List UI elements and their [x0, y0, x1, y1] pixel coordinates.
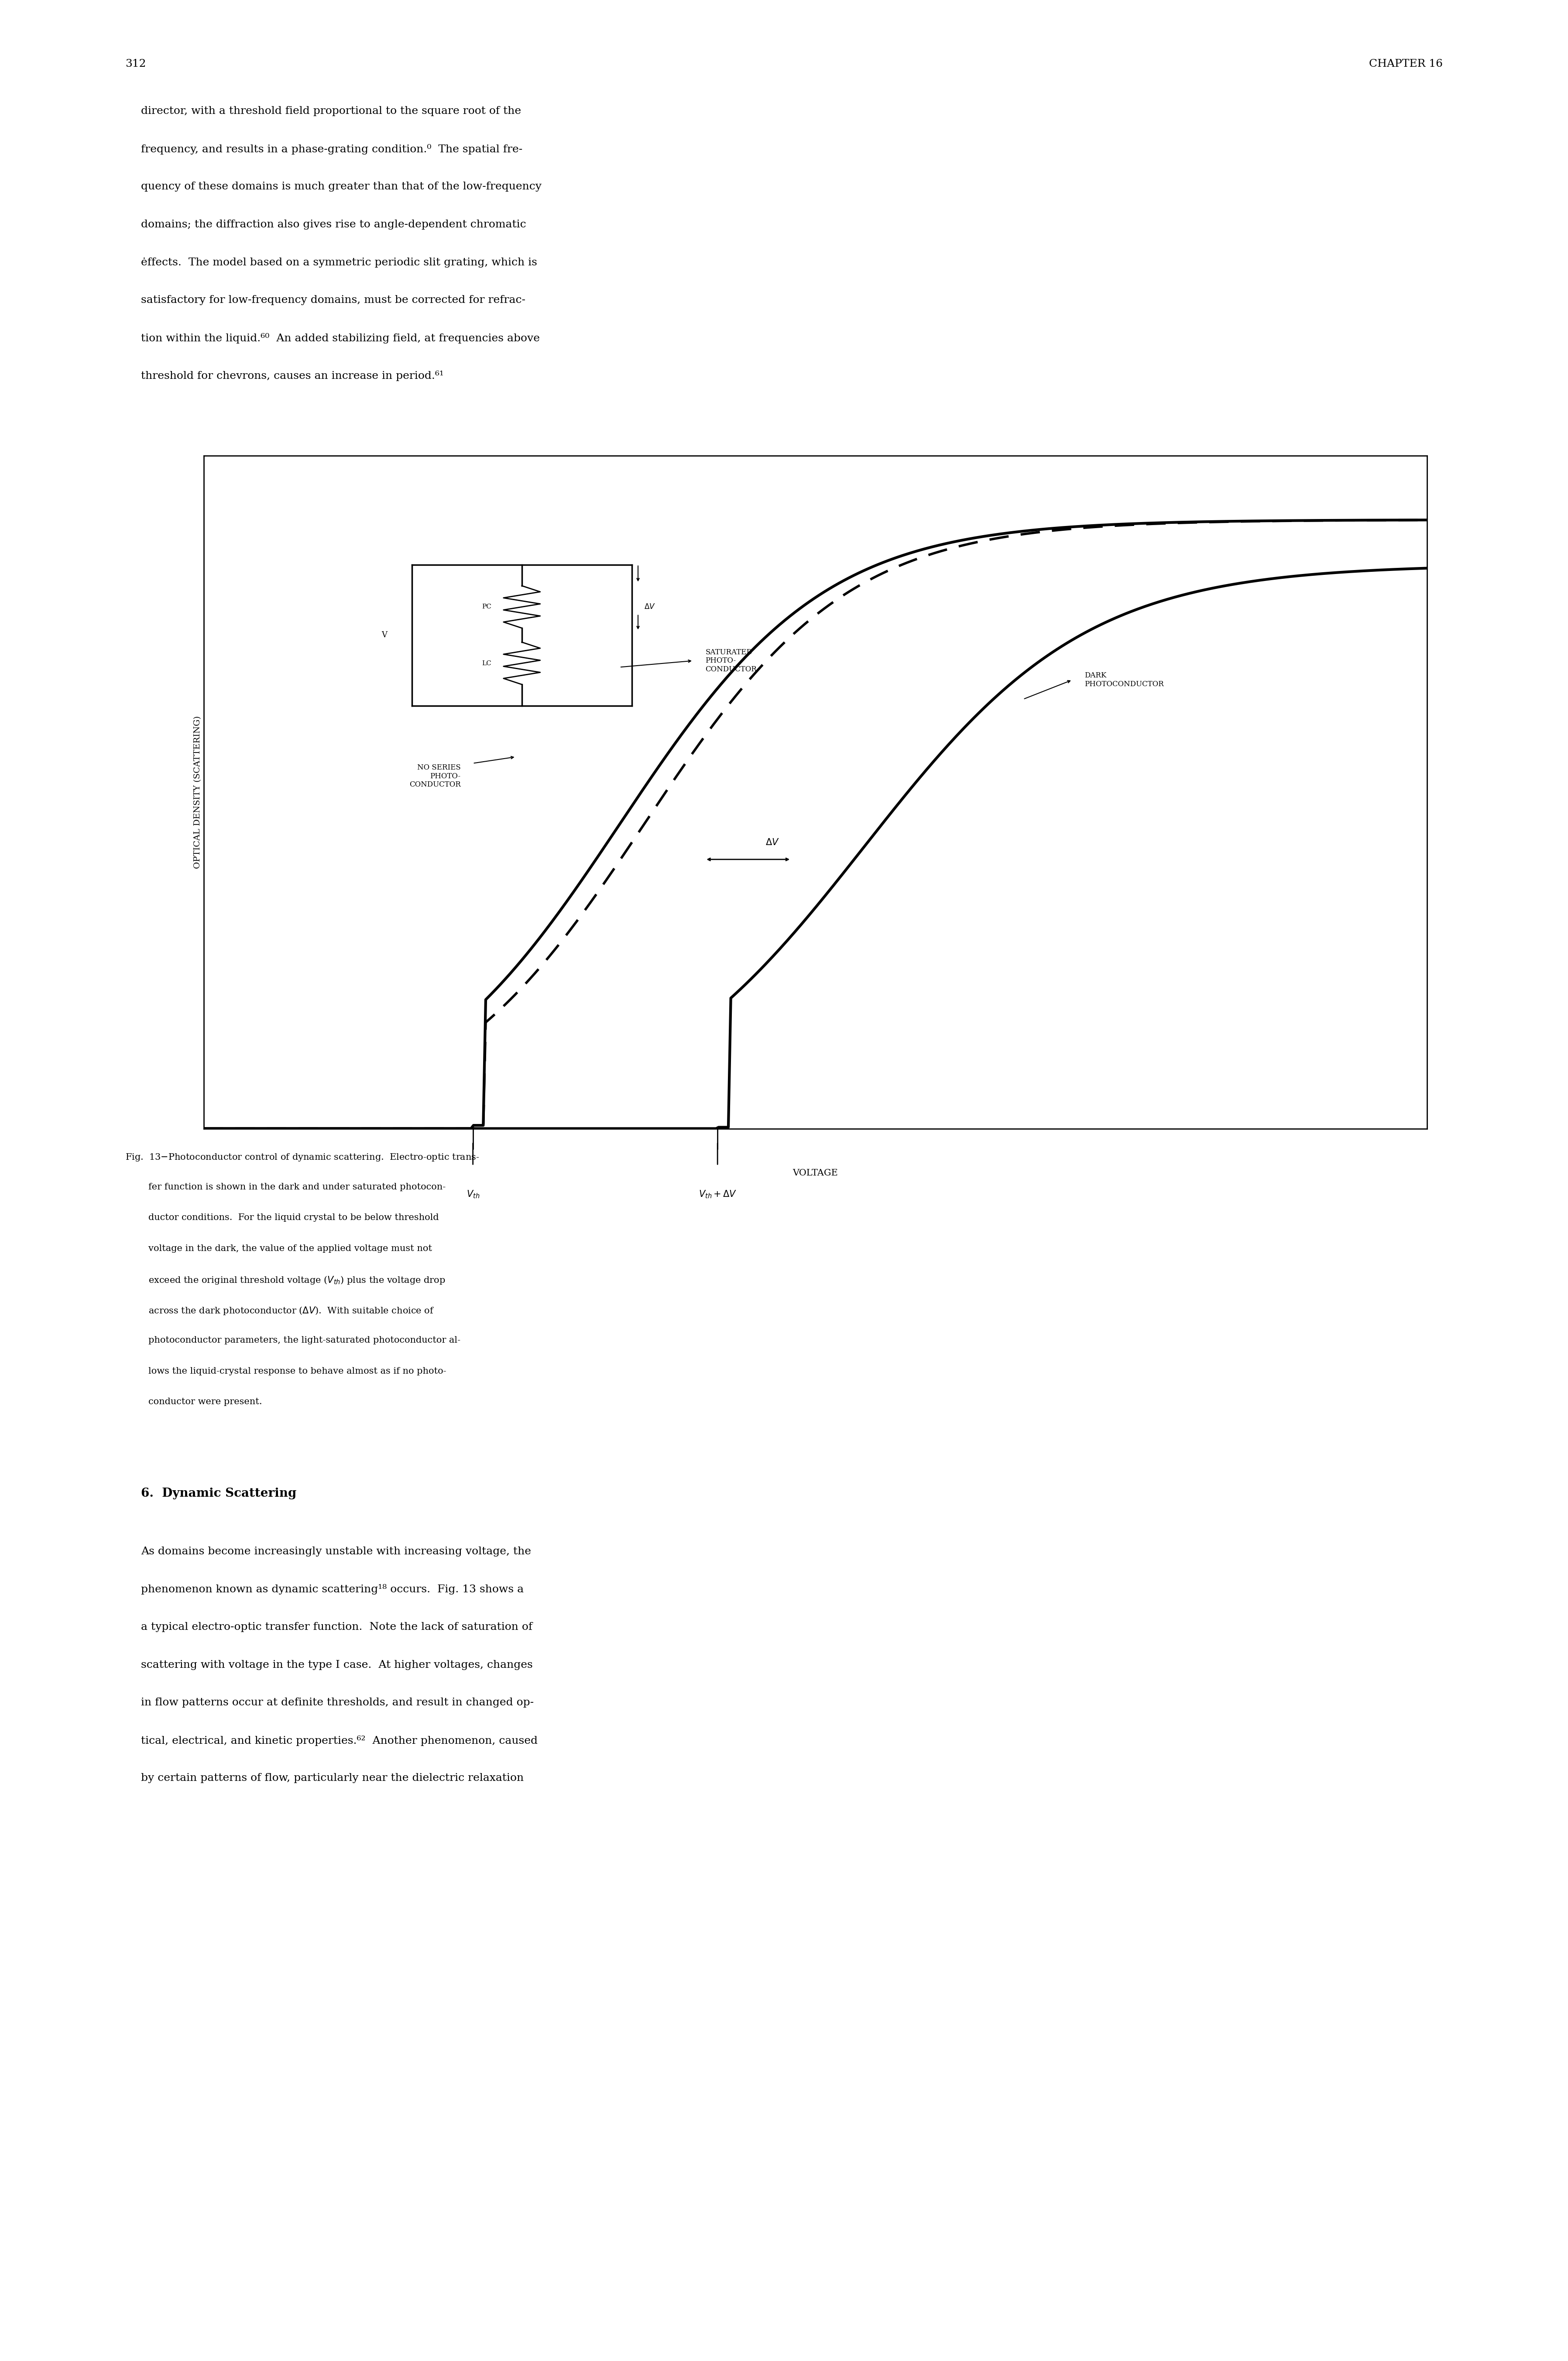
- Text: by certain patterns of flow, particularly near the dielectric relaxation: by certain patterns of flow, particularl…: [141, 1773, 524, 1783]
- Text: a typical electro-optic transfer function.  Note the lack of saturation of: a typical electro-optic transfer functio…: [141, 1622, 533, 1631]
- Text: ductor conditions.  For the liquid crystal to be below threshold: ductor conditions. For the liquid crysta…: [125, 1214, 439, 1223]
- Text: frequency, and results in a phase-grating condition.⁰  The spatial fre-: frequency, and results in a phase-gratin…: [141, 144, 522, 153]
- Text: lows the liquid-crystal response to behave almost as if no photo-: lows the liquid-crystal response to beha…: [125, 1367, 447, 1376]
- Text: phenomenon known as dynamic scattering¹⁸ occurs.  Fig. 13 shows a: phenomenon known as dynamic scattering¹⁸…: [141, 1584, 524, 1594]
- Text: photoconductor parameters, the light-saturated photoconductor al-: photoconductor parameters, the light-sat…: [125, 1336, 461, 1346]
- Text: $\Delta V$: $\Delta V$: [765, 838, 779, 848]
- Text: CHAPTER 16: CHAPTER 16: [1369, 59, 1443, 68]
- Text: exceed the original threshold voltage ($V_{th}$) plus the voltage drop: exceed the original threshold voltage ($…: [125, 1275, 445, 1284]
- Text: $V_{th}$: $V_{th}$: [466, 1190, 480, 1199]
- Text: 312: 312: [125, 59, 146, 68]
- Text: 6.  Dynamic Scattering: 6. Dynamic Scattering: [141, 1487, 296, 1499]
- Text: satisfactory for low-frequency domains, must be corrected for refrac-: satisfactory for low-frequency domains, …: [141, 295, 525, 305]
- Text: scattering with voltage in the type I case.  At higher voltages, changes: scattering with voltage in the type I ca…: [141, 1660, 533, 1669]
- Text: V: V: [381, 630, 387, 640]
- Text: tical, electrical, and kinetic properties.⁶²  Another phenomenon, caused: tical, electrical, and kinetic propertie…: [141, 1735, 538, 1745]
- Text: VOLTAGE: VOLTAGE: [793, 1169, 837, 1178]
- Text: quency of these domains is much greater than that of the low-frequency: quency of these domains is much greater …: [141, 182, 541, 191]
- Text: PC: PC: [481, 604, 491, 609]
- Text: voltage in the dark, the value of the applied voltage must not: voltage in the dark, the value of the ap…: [125, 1244, 433, 1254]
- Text: As domains become increasingly unstable with increasing voltage, the: As domains become increasingly unstable …: [141, 1546, 532, 1556]
- Text: domains; the diffraction also gives rise to angle-dependent chromatic: domains; the diffraction also gives rise…: [141, 220, 527, 229]
- Text: LC: LC: [481, 661, 491, 666]
- Text: $V_{th}+\Delta V$: $V_{th}+\Delta V$: [698, 1190, 737, 1199]
- Text: ėffects.  The model based on a symmetric periodic slit grating, which is: ėffects. The model based on a symmetric …: [141, 257, 538, 267]
- Text: Fig.  13$-$Photoconductor control of dynamic scattering.  Electro-optic trans-: Fig. 13$-$Photoconductor control of dyna…: [125, 1152, 480, 1162]
- Text: threshold for chevrons, causes an increase in period.⁶¹: threshold for chevrons, causes an increa…: [141, 371, 444, 380]
- Text: SATURATED
PHOTO-
CONDUCTOR: SATURATED PHOTO- CONDUCTOR: [706, 649, 757, 673]
- Text: NO SERIES
PHOTO-
CONDUCTOR: NO SERIES PHOTO- CONDUCTOR: [409, 765, 461, 789]
- Text: director, with a threshold field proportional to the square root of the: director, with a threshold field proport…: [141, 106, 521, 116]
- Text: tion within the liquid.⁶⁰  An added stabilizing field, at frequencies above: tion within the liquid.⁶⁰ An added stabi…: [141, 333, 539, 342]
- Text: fer function is shown in the dark and under saturated photocon-: fer function is shown in the dark and un…: [125, 1183, 445, 1192]
- Text: in flow patterns occur at definite thresholds, and result in changed op-: in flow patterns occur at definite thres…: [141, 1698, 535, 1707]
- Text: conductor were present.: conductor were present.: [125, 1398, 262, 1407]
- Text: across the dark photoconductor ($\Delta V$).  With suitable choice of: across the dark photoconductor ($\Delta …: [125, 1306, 434, 1315]
- Text: DARK
PHOTOCONDUCTOR: DARK PHOTOCONDUCTOR: [1085, 673, 1163, 687]
- Y-axis label: OPTICAL DENSITY (SCATTERING): OPTICAL DENSITY (SCATTERING): [194, 715, 202, 869]
- Text: $\Delta V$: $\Delta V$: [644, 602, 655, 611]
